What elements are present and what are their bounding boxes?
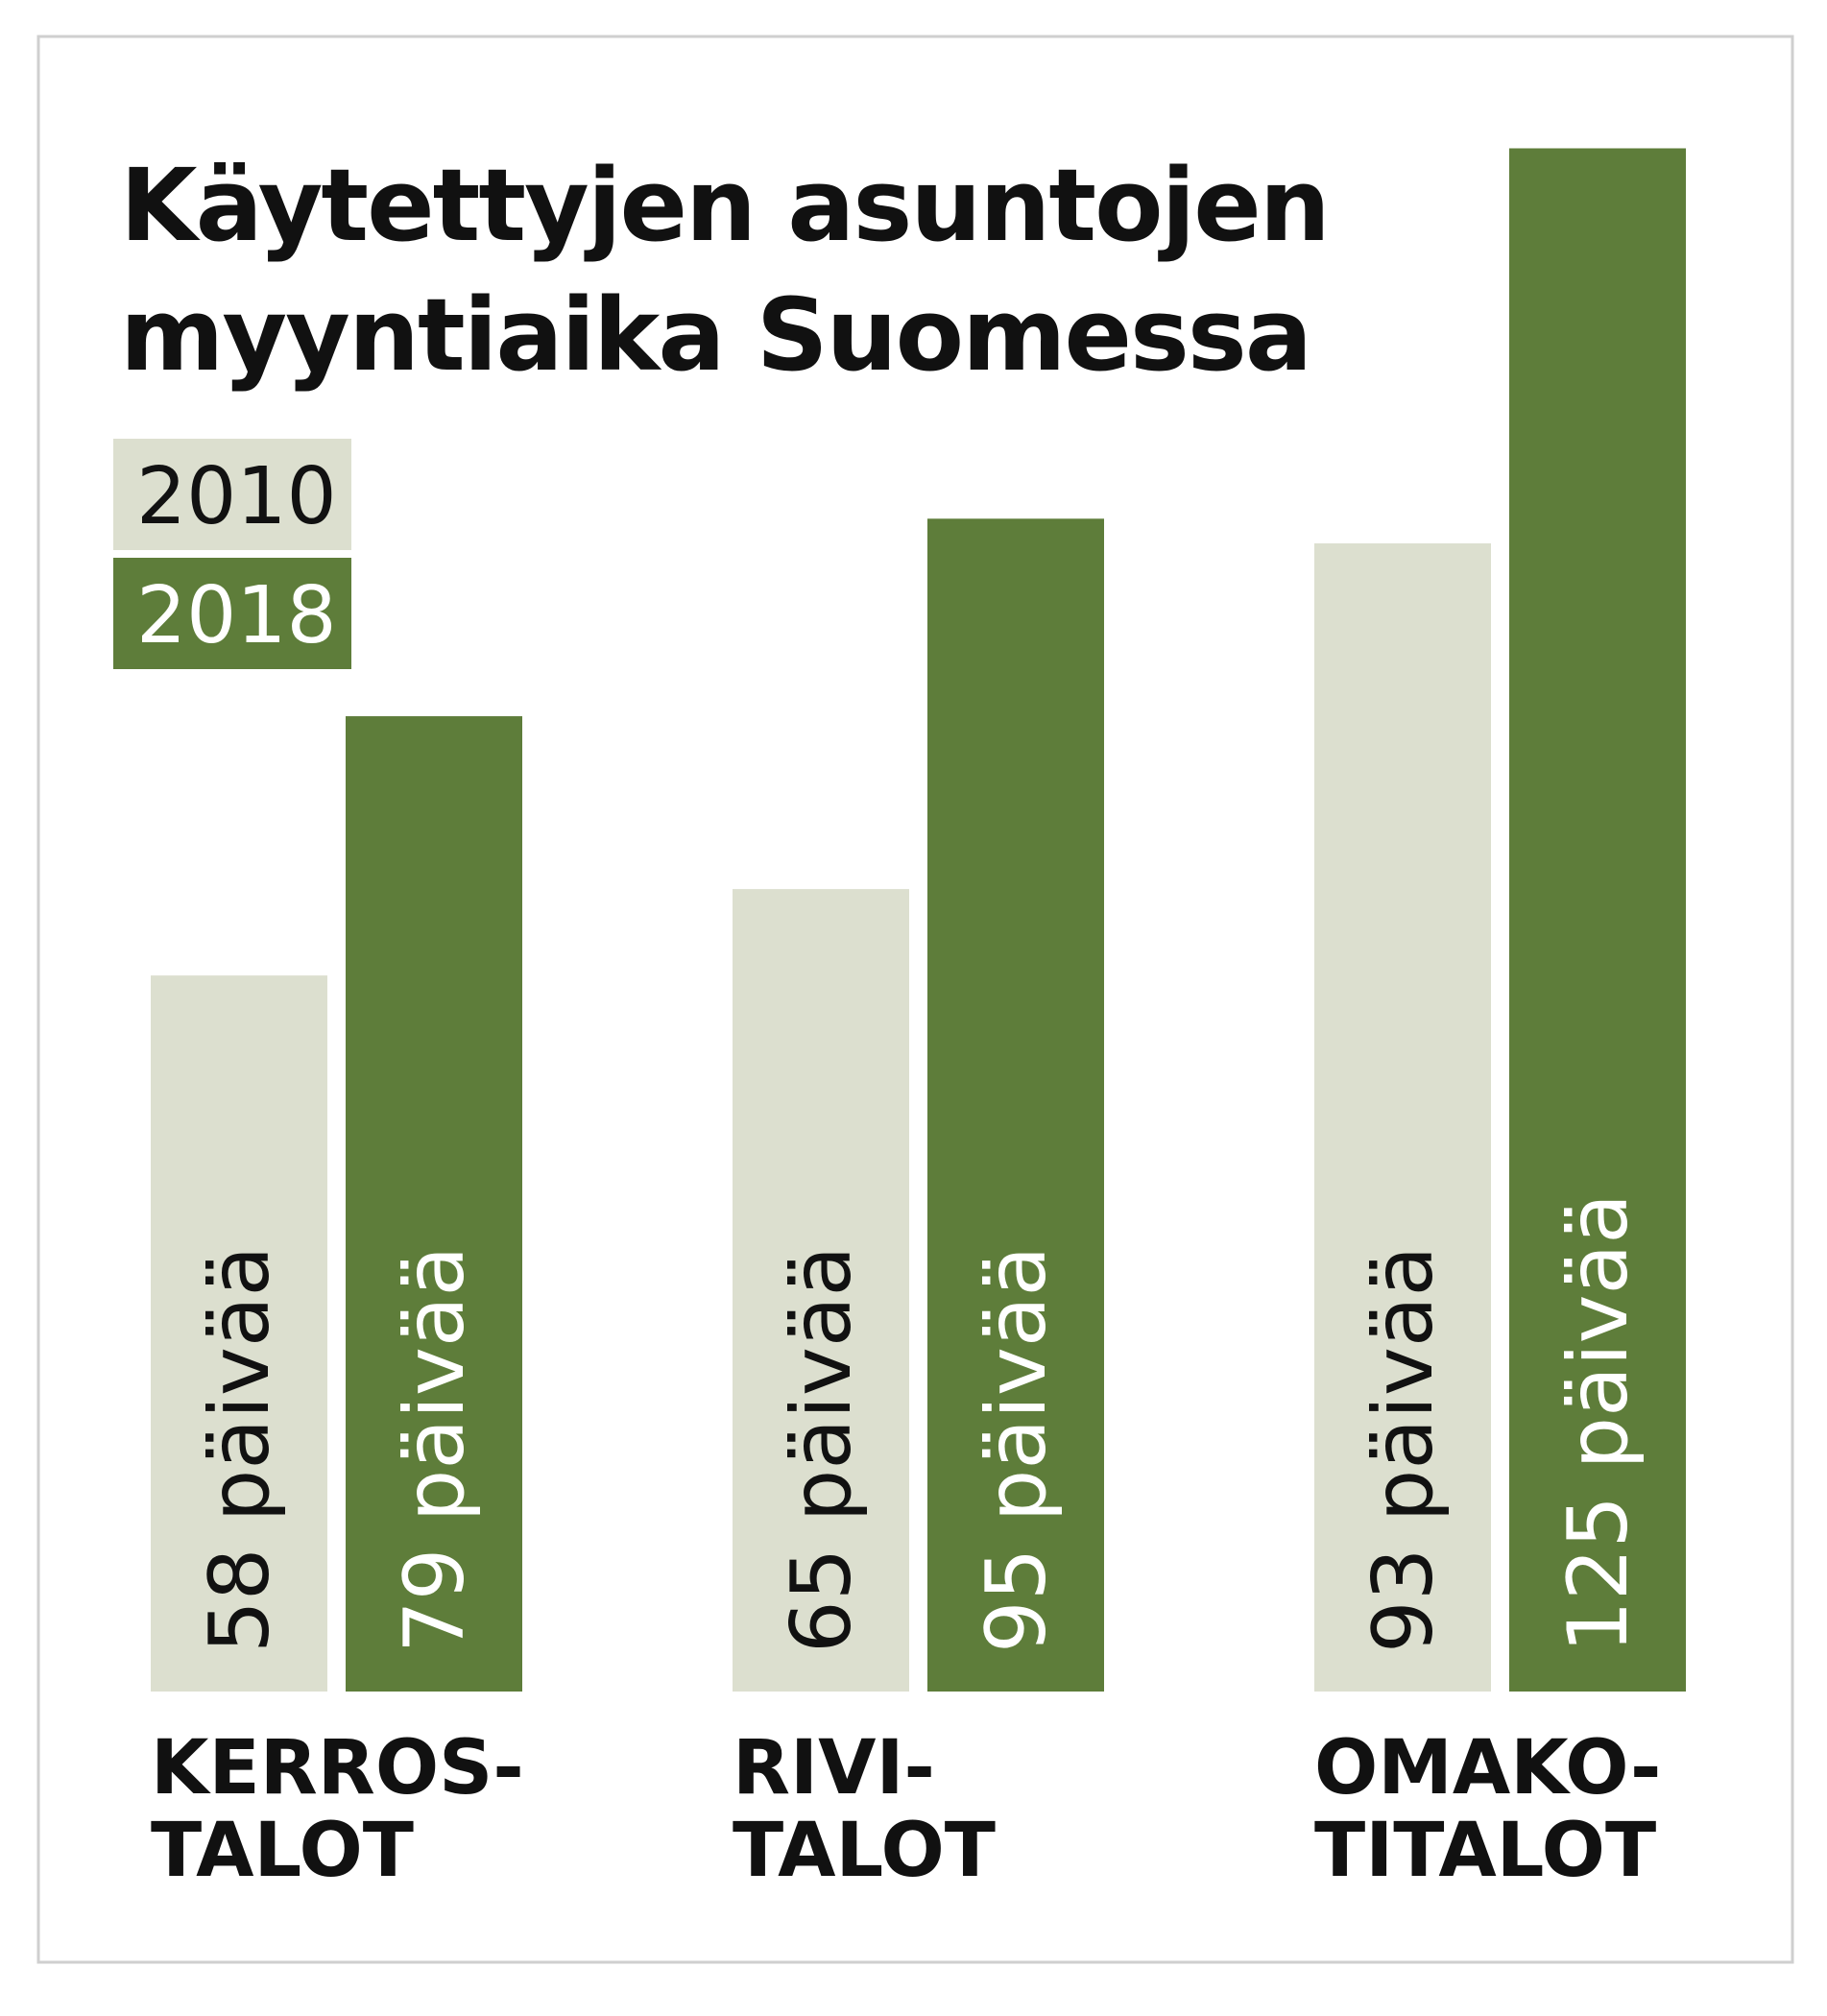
value-label: 93 päivää — [1356, 1246, 1452, 1653]
x-tick-label: TITALOT — [1314, 1808, 1656, 1894]
x-tick-label: OMAKO- — [1314, 1725, 1661, 1812]
x-tick-label: TALOT — [733, 1808, 996, 1894]
legend-label: 2018 — [136, 570, 337, 661]
legend-swatch — [113, 558, 351, 669]
x-tick-label: TALOT — [151, 1808, 414, 1894]
bar — [927, 518, 1104, 1692]
bar — [1509, 148, 1686, 1692]
legend-swatch — [113, 439, 351, 550]
value-label: 65 päivää — [774, 1246, 870, 1653]
value-label: 125 päivää — [1551, 1193, 1647, 1653]
value-label: 58 päivää — [192, 1246, 288, 1653]
legend-label: 2010 — [136, 451, 337, 542]
bar — [733, 889, 909, 1692]
x-tick-label: KERROS- — [151, 1725, 524, 1812]
bar — [1314, 543, 1491, 1692]
x-tick-label: RIVI- — [733, 1725, 935, 1812]
bar — [346, 716, 522, 1692]
chart-title: Käytettyjen asuntojen — [120, 147, 1329, 264]
chart-title: myyntiaika Suomessa — [120, 276, 1310, 394]
bar — [151, 975, 327, 1692]
value-label: 79 päivää — [387, 1246, 483, 1653]
frame — [36, 35, 1794, 1964]
value-label: 95 päivää — [969, 1246, 1065, 1653]
